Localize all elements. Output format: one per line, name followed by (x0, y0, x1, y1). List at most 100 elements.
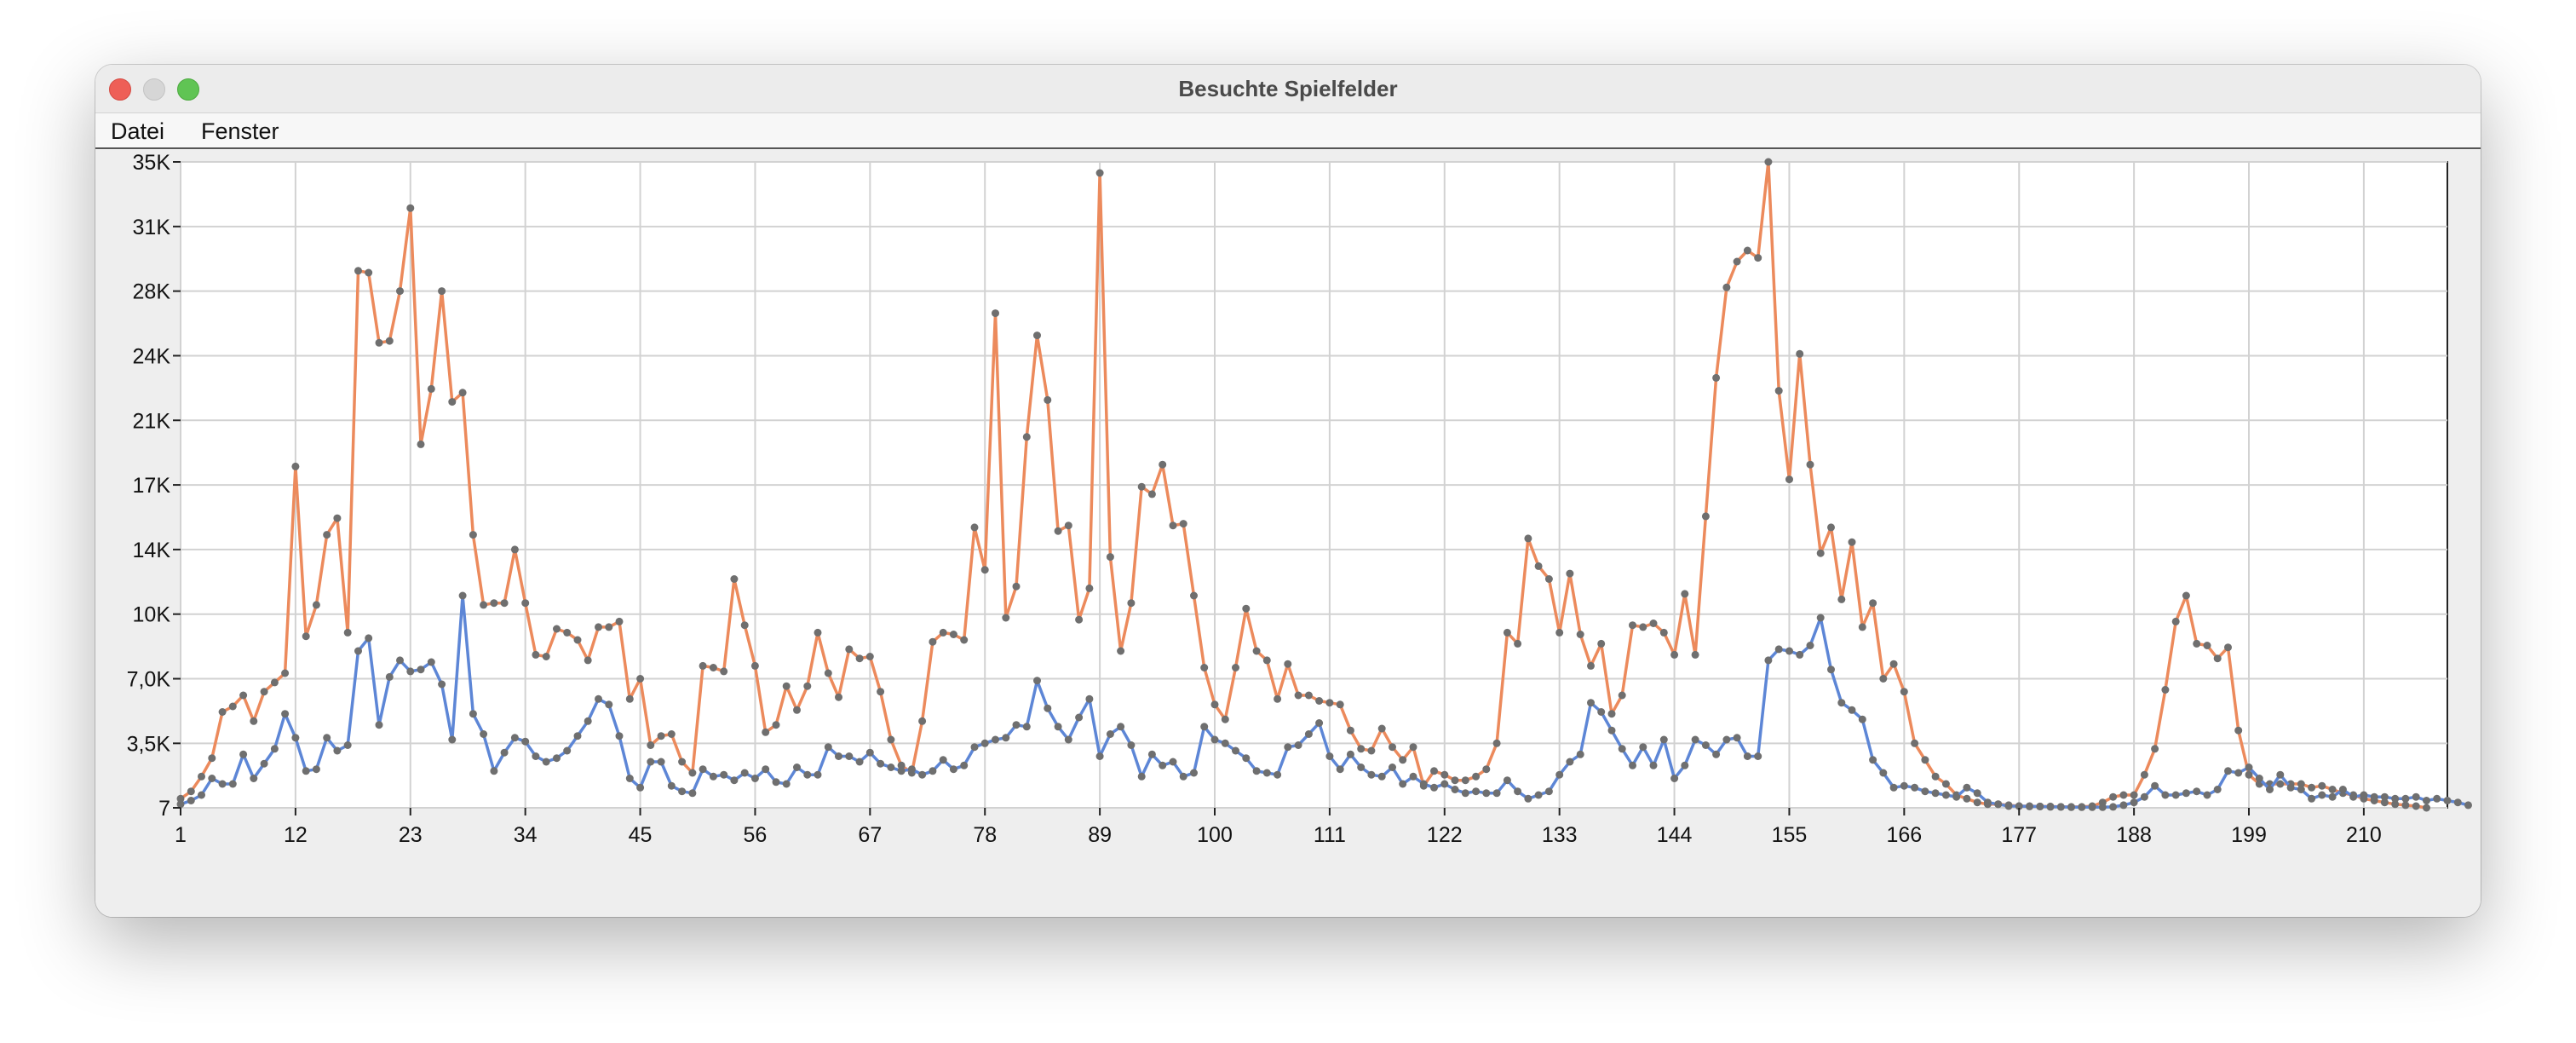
series-2 (176, 591, 2472, 811)
data-point (417, 666, 425, 674)
data-point (2193, 639, 2201, 648)
data-point (480, 601, 488, 609)
data-point (469, 531, 477, 539)
data-point (1472, 772, 1481, 781)
data-point (1482, 789, 1491, 798)
data-point (2318, 781, 2326, 790)
x-tick-label: 12 (284, 823, 308, 847)
data-point (2109, 803, 2118, 811)
data-point (1837, 699, 1846, 707)
data-point (678, 787, 687, 796)
data-point (1304, 691, 1313, 700)
data-point (1221, 739, 1229, 747)
y-tick-label: 24K (133, 344, 171, 368)
data-point (1117, 647, 1125, 655)
data-point (2213, 654, 2222, 663)
data-point (1607, 710, 1616, 718)
data-point (2412, 792, 2420, 801)
data-point (302, 632, 310, 641)
data-point (2349, 792, 2358, 801)
data-point (1681, 761, 1689, 769)
data-point (1670, 775, 1679, 782)
data-point (208, 775, 216, 782)
data-point (1597, 708, 1606, 716)
data-point (762, 728, 770, 736)
close-window-button[interactable] (109, 78, 131, 101)
zoom-window-button[interactable] (177, 78, 199, 101)
data-point (824, 743, 832, 752)
data-point (2067, 803, 2075, 811)
data-point (1294, 691, 1302, 700)
data-point (2161, 686, 2170, 694)
data-point (845, 645, 854, 654)
data-point (2391, 794, 2400, 803)
data-point (291, 462, 300, 470)
x-tick-label: 210 (2346, 823, 2382, 847)
menu-fenster[interactable]: Fenster (201, 118, 279, 144)
data-point (877, 688, 885, 696)
data-point (720, 667, 728, 676)
data-point (1869, 599, 1877, 608)
data-point (2423, 804, 2430, 812)
data-point (824, 669, 832, 677)
menu-datei[interactable]: Datei (111, 118, 165, 144)
y-tick-label: 14K (133, 539, 171, 562)
data-point (1451, 786, 1459, 793)
data-point (438, 287, 446, 296)
data-point (323, 734, 331, 742)
data-point (970, 743, 979, 752)
data-point (1796, 650, 1804, 659)
data-point (1399, 780, 1407, 788)
data-point (563, 628, 572, 637)
series-line (180, 594, 2469, 810)
data-point (1848, 706, 1856, 714)
data-point (1785, 647, 1793, 655)
data-point (1712, 373, 1721, 382)
data-point (1409, 743, 1417, 752)
data-point (2380, 792, 2389, 801)
data-point (427, 658, 435, 666)
data-point (521, 599, 530, 608)
data-point (1409, 772, 1417, 781)
title-bar[interactable]: Besuchte Spielfelder (95, 65, 2481, 113)
data-point (187, 797, 195, 804)
data-point (1179, 520, 1187, 528)
data-point (1242, 754, 1251, 763)
data-point (1555, 770, 1564, 779)
data-point (2234, 726, 2243, 735)
data-point (918, 770, 927, 779)
data-point (1106, 553, 1114, 562)
data-point (1534, 562, 1543, 570)
data-point (1274, 694, 1282, 703)
data-point (1722, 735, 1731, 744)
x-tick-label: 78 (973, 823, 997, 847)
data-point (1147, 750, 1156, 758)
data-point (490, 599, 498, 608)
data-point (2193, 787, 2201, 796)
data-point (2130, 798, 2138, 807)
data-point (1492, 789, 1501, 798)
data-point (1681, 590, 1689, 598)
data-point (667, 730, 676, 738)
app-window: Besuchte Spielfelder Datei Fenster 1 12 23… (95, 65, 2481, 917)
data-point (510, 545, 519, 554)
data-point (2151, 745, 2159, 753)
data-point (365, 268, 373, 277)
data-point (2308, 783, 2316, 792)
minimize-window-button[interactable] (143, 78, 165, 101)
data-point (1482, 765, 1491, 774)
data-point (417, 440, 425, 448)
data-point (1430, 767, 1438, 775)
data-point (1430, 783, 1438, 792)
data-point (2443, 797, 2452, 804)
data-point (584, 656, 592, 665)
data-point (1232, 746, 1239, 755)
data-point (1963, 783, 1971, 792)
data-point (1022, 433, 1031, 441)
data-point (521, 737, 530, 746)
data-point (605, 623, 613, 631)
data-point (750, 775, 759, 782)
data-point (2245, 764, 2253, 771)
data-point (992, 309, 999, 318)
data-point (887, 764, 895, 771)
